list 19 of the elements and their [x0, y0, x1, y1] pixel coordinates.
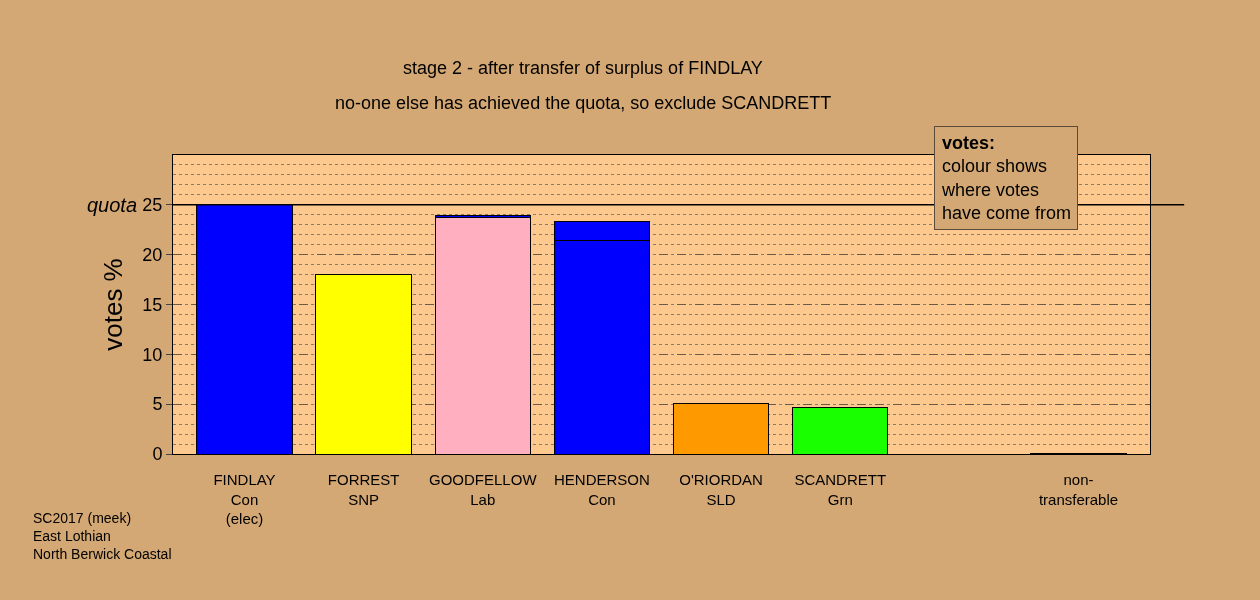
x-tick-label: O'RIORDAN SLD — [679, 471, 763, 508]
x-tick-label: non- transferable — [1038, 471, 1119, 508]
x-tick-label: HENDERSON Con — [554, 471, 650, 508]
chart-title: stage 2 - after transfer of surplus of FINDLAY — [403, 58, 763, 78]
ref-line-label: quota — [87, 194, 138, 216]
text: SC2017 (meek) East Lothian North Berwick Coastal — [33, 510, 172, 563]
y-axis-title: votes % — [97, 258, 128, 351]
x-tick-label: FINDLAY Con (elec) — [213, 471, 276, 527]
y-tick-label: 5 — [152, 394, 163, 415]
annotation: votes: colour shows where votes have come from — [941, 133, 1072, 224]
y-tick-label: 0 — [152, 444, 163, 465]
x-tick-label: GOODFELLOW Lab — [429, 471, 538, 508]
y-tick-label: 15 — [142, 294, 163, 315]
y-tick-label: 10 — [142, 344, 163, 365]
y-tick-label: 25 — [142, 195, 163, 216]
x-tick-label: SCANDRETT Grn — [794, 471, 887, 508]
chart-subtitle: no-one else has achieved the quota, so exclude SCANDRETT — [335, 93, 832, 113]
y-tick-label: 20 — [142, 244, 163, 265]
x-tick-label: FORREST SNP — [327, 471, 400, 508]
